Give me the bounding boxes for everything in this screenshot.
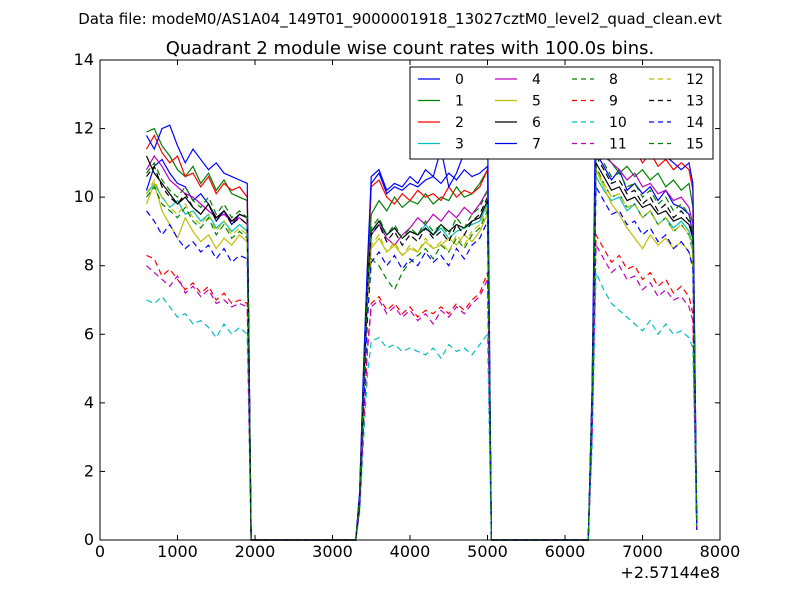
x-tick-label: 4000 [390,542,431,561]
y-tick-label: 8 [84,256,94,275]
legend-label: 1 [455,94,464,110]
legend-label: 14 [686,115,704,131]
series-line-5 [145,169,698,541]
series-line-9 [146,232,698,541]
series-line-4 [145,140,698,541]
legend-label: 0 [455,72,464,88]
x-axis-offset-label: +2.57144e8 [620,563,720,582]
figure-suptitle: Data file: modeM0/AS1A04_149T01_90000019… [78,10,722,29]
legend-label: 12 [686,72,704,88]
legend-label: 11 [609,137,627,153]
series-line-1 [146,127,698,541]
legend-label: 10 [609,115,627,131]
legend-label: 13 [686,94,704,110]
x-tick-label: 6000 [545,542,586,561]
legend-label: 9 [609,94,618,110]
x-tick-label: 8000 [700,542,741,561]
y-tick-label: 0 [84,530,94,549]
series-line-11 [146,242,698,541]
series-line-0 [145,150,698,541]
legend-label: 5 [532,94,541,110]
legend-label: 7 [532,137,541,153]
y-tick-label: 2 [84,461,94,480]
x-tick-label: 5000 [467,542,508,561]
series-line-13 [146,153,698,541]
x-tick-label: 7000 [622,542,663,561]
legend-label: 6 [532,115,541,131]
y-tick-label: 14 [74,50,94,69]
y-tick-label: 10 [74,187,94,206]
legend-label: 3 [455,137,464,153]
series-line-10 [146,272,698,541]
legend-label: 15 [686,137,704,153]
chart-title: Quadrant 2 module wise count rates with … [166,38,655,59]
series-line-12 [145,167,698,541]
x-tick-label: 3000 [312,542,353,561]
legend-box [409,66,714,160]
legend-label: 8 [609,72,618,88]
y-tick-label: 6 [84,324,94,343]
x-tick-label: 1000 [157,542,198,561]
legend-label: 2 [455,115,464,131]
legend-label: 4 [532,72,541,88]
x-tick-label: 2000 [235,542,276,561]
x-tick-label: 0 [95,542,105,561]
series-line-15 [146,146,698,541]
y-tick-label: 12 [74,119,94,138]
plot-area: 0 1000 2000 3000 4000 5000 6000 7000 80000246810… [74,50,741,561]
y-tick-label: 4 [84,393,94,412]
